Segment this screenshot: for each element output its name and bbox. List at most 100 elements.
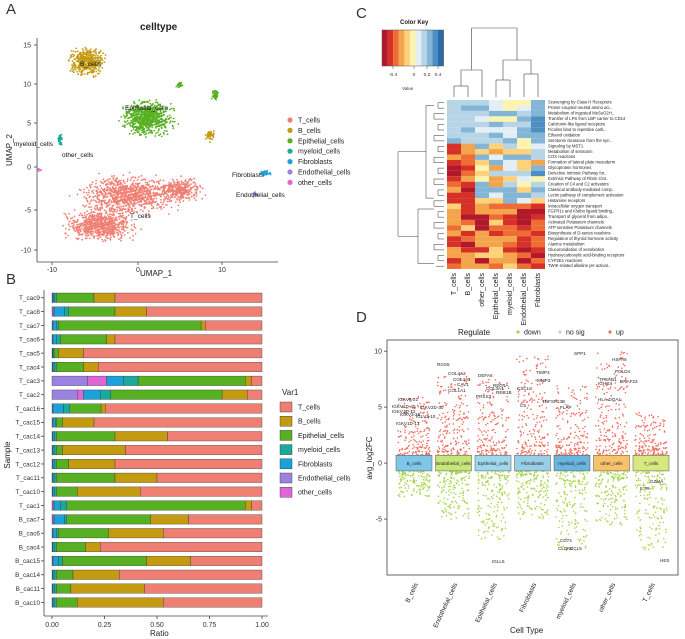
- umap-point: [136, 186, 138, 189]
- heatmap-cell: [475, 154, 489, 160]
- umap-point: [136, 184, 139, 186]
- umap-point: [134, 197, 136, 200]
- umap-point: [82, 204, 85, 207]
- volcano-point-up: [482, 450, 484, 452]
- umap-point: [81, 58, 84, 61]
- umap-point: [141, 101, 144, 103]
- volcano-point-up: [416, 447, 419, 449]
- umap-point: [101, 67, 104, 69]
- volcano-point-down: [398, 486, 401, 489]
- volcano-point-up: [443, 446, 446, 448]
- color-key-tick-label: -0.4: [389, 72, 398, 78]
- umap-point: [114, 208, 117, 211]
- umap-point: [108, 209, 111, 211]
- umap-point: [125, 115, 127, 118]
- heatmap-row-label: Defective Intrinsic Pathway for..: [548, 171, 606, 176]
- umap-point: [148, 201, 151, 204]
- umap-point: [163, 120, 166, 122]
- volcano-point-up: [480, 431, 483, 433]
- umap-point: [79, 55, 82, 58]
- bar-legend-swatch: [279, 430, 293, 441]
- heatmap-row-label: Proton-coupled neutral amino aci..: [548, 105, 612, 110]
- volcano-point-up: [415, 447, 418, 449]
- umap-point: [85, 216, 87, 219]
- umap-point: [78, 223, 80, 226]
- umap-point: [101, 193, 103, 196]
- heatmap-cell: [503, 209, 517, 215]
- heatmap-cell: [531, 236, 545, 242]
- volcano-point-down: [403, 495, 406, 498]
- volcano-point-down: [450, 482, 452, 484]
- volcano-point-down: [421, 483, 423, 486]
- bar-legend: Var1T_cellsB_cellsEpithelial_cellsmyeloi…: [279, 388, 351, 498]
- umap-point: [168, 121, 171, 124]
- volcano-point-up: [490, 411, 493, 414]
- volcano-point-up: [444, 402, 446, 404]
- umap-point: [164, 129, 166, 132]
- umap-point: [156, 207, 159, 210]
- heatmap-cell: [475, 209, 489, 215]
- heatmap-cell: [517, 127, 531, 133]
- volcano-point-down: [403, 473, 405, 475]
- bar-segment: [114, 472, 158, 483]
- heatmap-cell: [447, 100, 461, 106]
- heatmap-cell: [517, 241, 531, 248]
- umap-point: [106, 229, 108, 231]
- heatmap-cell: [531, 247, 545, 253]
- bar-segment: [58, 528, 109, 539]
- volcano-point-down: [442, 481, 445, 484]
- umap-point: [89, 214, 91, 217]
- umap-point: [117, 234, 119, 237]
- bar-xtick-label: 1.00: [255, 622, 269, 629]
- bar-segment: [53, 362, 57, 372]
- umap-point: [194, 183, 197, 185]
- umap-ytick-label: -10: [21, 248, 31, 255]
- bar-segment: [56, 486, 78, 497]
- umap-point: [73, 209, 76, 211]
- umap-point: [166, 121, 169, 123]
- volcano-point-down: [404, 474, 407, 477]
- heatmap-cell: [461, 258, 475, 264]
- umap-point: [87, 61, 90, 64]
- heatmap-cell: [461, 187, 475, 193]
- umap-point: [76, 50, 79, 53]
- volcano-point-up: [443, 437, 446, 439]
- umap-point: [100, 187, 103, 190]
- volcano-point-up: [441, 450, 444, 453]
- volcano-point-down: [463, 499, 466, 502]
- umap-point: [122, 106, 125, 109]
- umap-point: [137, 182, 139, 185]
- umap-point: [149, 112, 151, 115]
- umap-point: [155, 112, 158, 115]
- umap-point: [213, 91, 216, 93]
- umap-point: [134, 195, 137, 198]
- umap-cluster-label: Endothelial_cells: [236, 192, 286, 199]
- umap-point: [120, 225, 123, 228]
- volcano-point-up: [417, 397, 419, 399]
- umap-point: [59, 141, 62, 144]
- umap-point: [94, 195, 97, 197]
- umap-point: [90, 53, 92, 56]
- umap-point: [138, 182, 141, 185]
- bar-segment: [77, 597, 164, 608]
- volcano-point-down: [462, 490, 465, 493]
- volcano-point-up: [402, 453, 404, 456]
- umap-point: [165, 118, 168, 121]
- umap-point: [86, 194, 89, 196]
- color-key-tick-label: 0.4: [435, 72, 442, 78]
- umap-point: [132, 112, 135, 115]
- volcano-point-down: [426, 484, 428, 487]
- umap-point: [89, 58, 91, 61]
- umap-point: [71, 60, 74, 62]
- volcano-point-down: [454, 511, 457, 514]
- umap-point: [154, 110, 157, 113]
- umap-ylabel: UMAP_2: [5, 133, 14, 166]
- volcano-point-up: [439, 434, 442, 436]
- umap-point: [163, 191, 166, 193]
- umap-point: [177, 185, 180, 188]
- umap-point: [133, 184, 136, 187]
- umap-point: [159, 110, 162, 112]
- bar-legend-label: Fibroblasts: [298, 461, 333, 468]
- umap-point: [91, 214, 94, 216]
- heatmap-cell: [531, 149, 545, 155]
